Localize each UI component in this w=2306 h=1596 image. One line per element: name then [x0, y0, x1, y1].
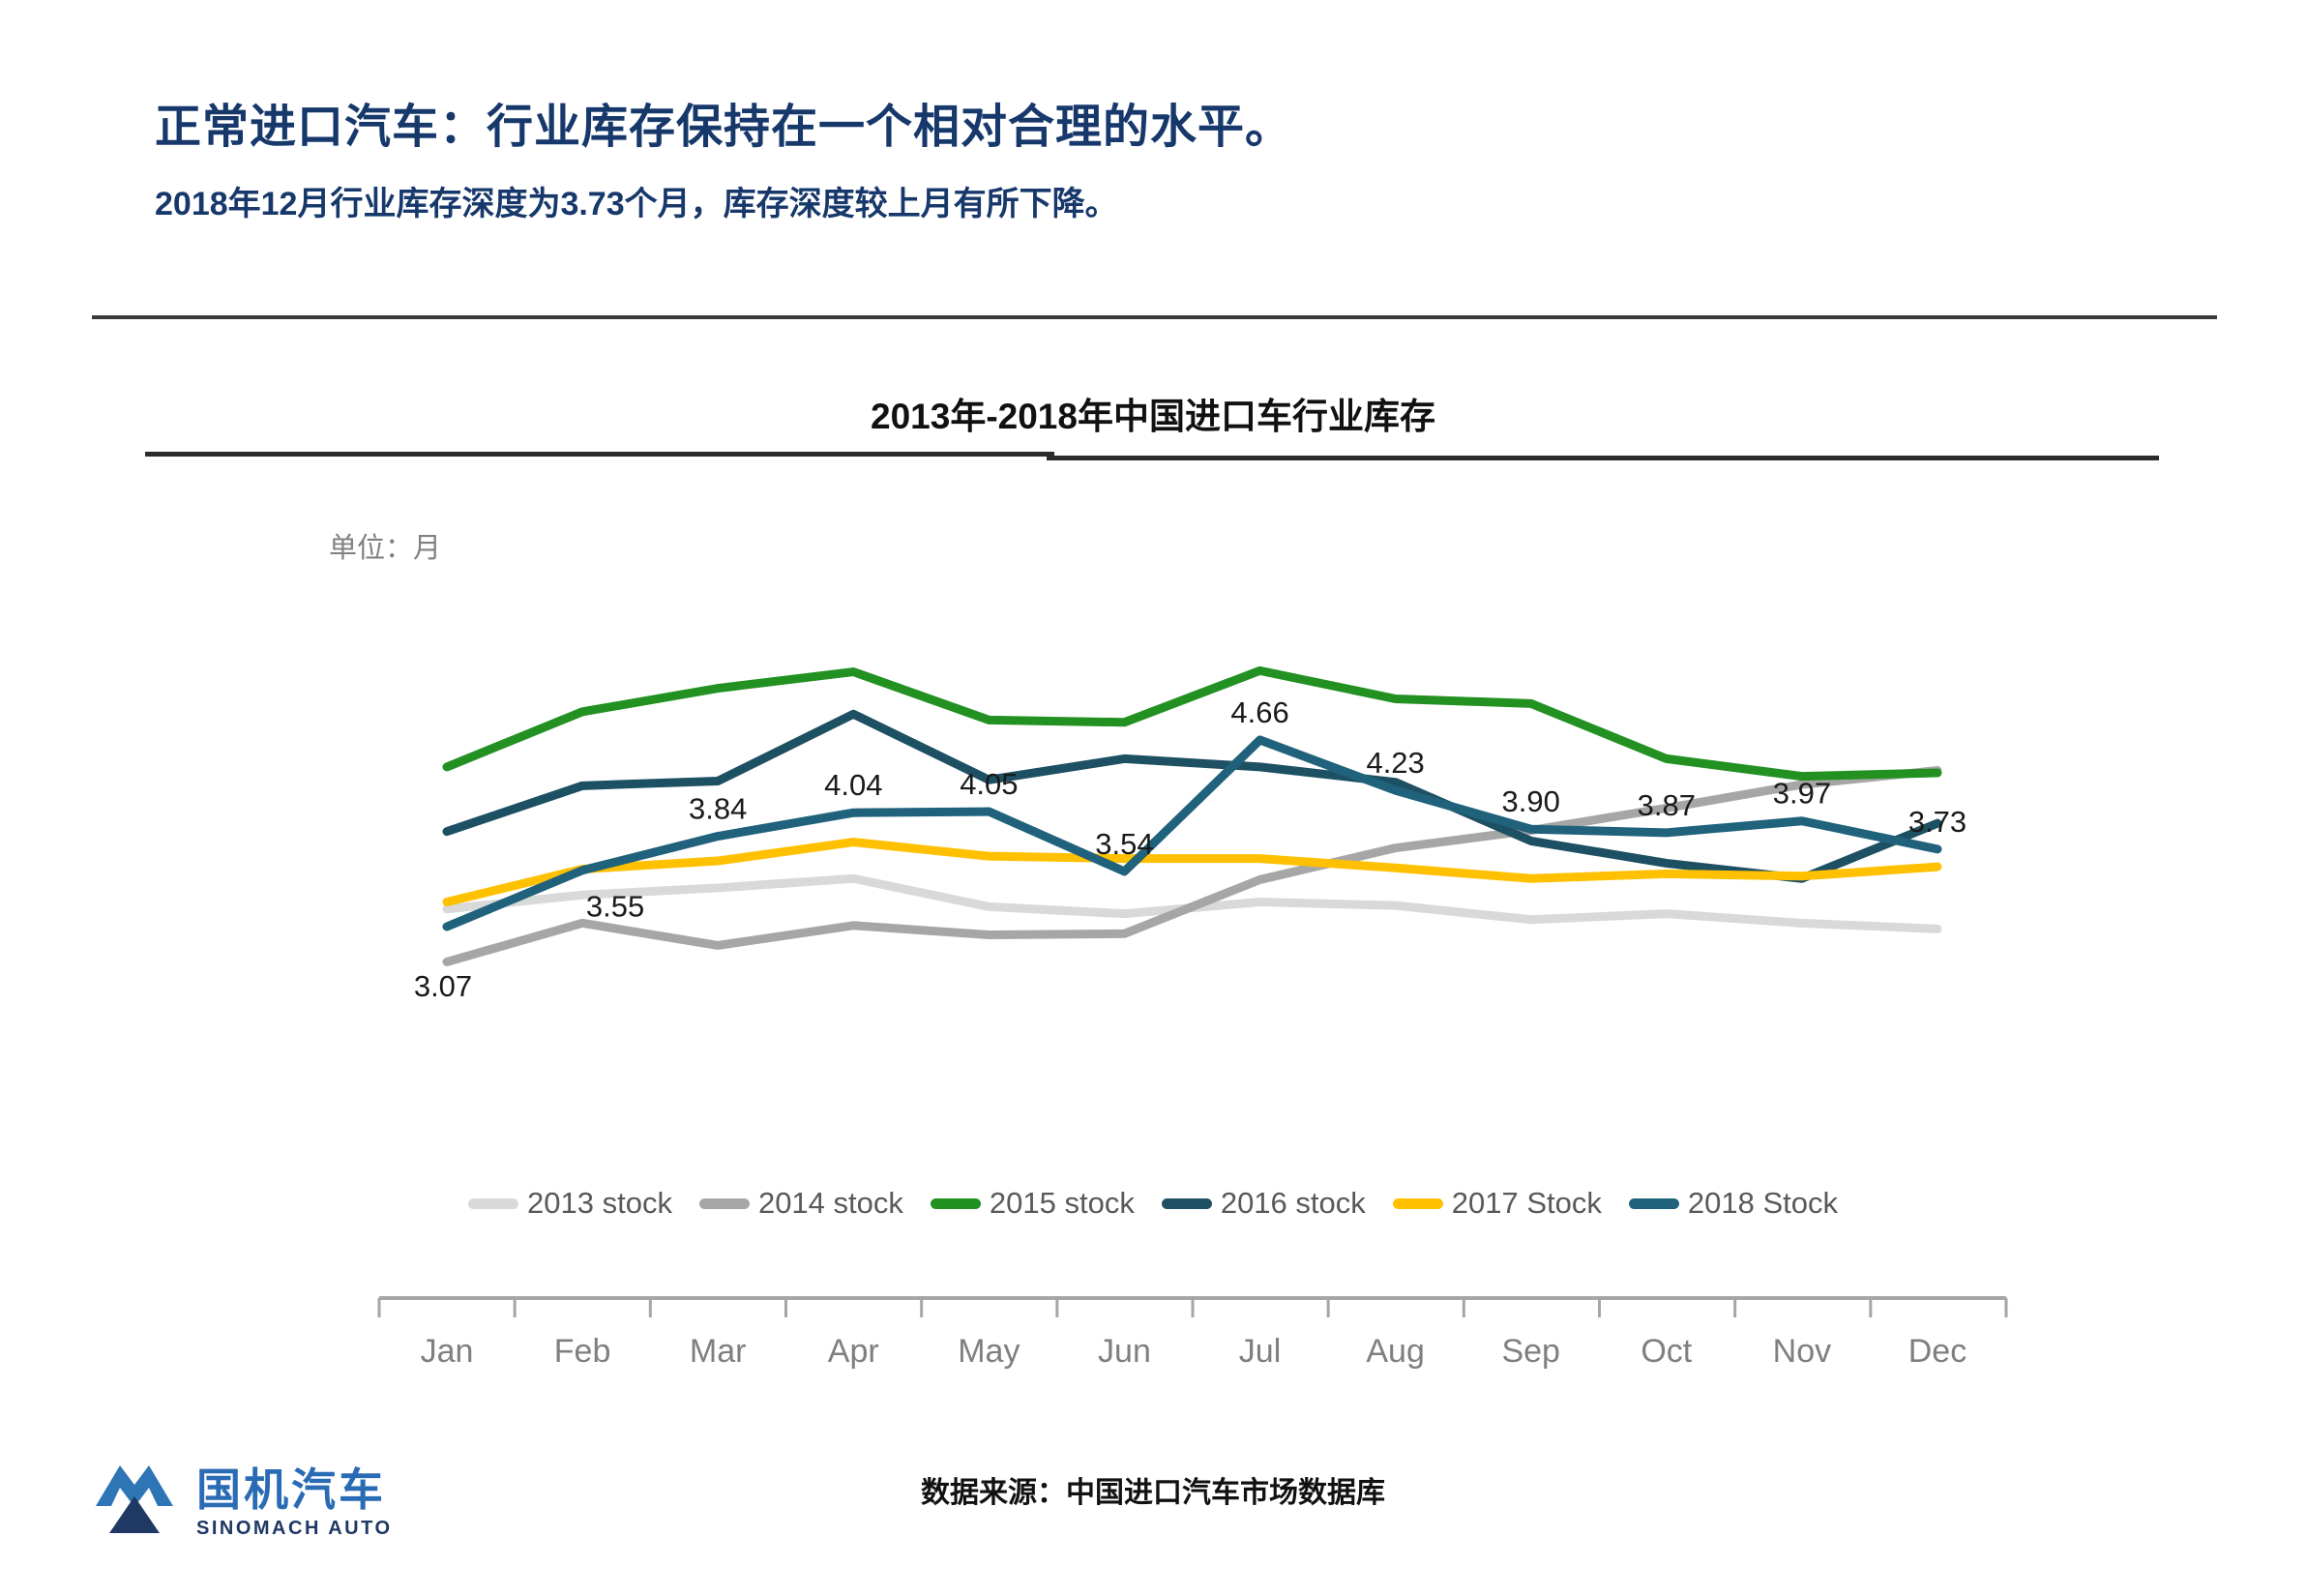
series-line-2018-stock [442, 735, 1942, 931]
data-label-aug: 4.23 [1366, 746, 1424, 780]
legend-label: 2014 stock [757, 1186, 903, 1220]
legend-item-2013-stock: 2013 stock [468, 1186, 672, 1221]
data-label-sep: 3.90 [1502, 784, 1560, 818]
x-axis-label-mar: Mar [690, 1333, 747, 1370]
series-line-2016-stock [442, 709, 1942, 883]
x-axis-label-apr: Apr [828, 1333, 879, 1370]
legend-line-marker-icon [698, 1197, 750, 1209]
logo-text-en: SINOMACH AUTO [196, 1518, 393, 1539]
x-axis-label-feb: Feb [554, 1333, 611, 1370]
x-axis-label-may: May [958, 1333, 1020, 1370]
x-axis-label-jun: Jun [1098, 1333, 1151, 1370]
series-line-2017-stock [442, 838, 1942, 907]
legend-line-marker-icon [468, 1197, 519, 1209]
legend-item-2015-stock: 2015 stock [930, 1186, 1135, 1221]
legend-label: 2015 stock [989, 1186, 1135, 1220]
data-label-nov: 3.97 [1773, 777, 1831, 811]
data-label-jul: 4.66 [1230, 695, 1288, 729]
legend-line-marker-icon [1628, 1197, 1679, 1209]
legend-line-marker-icon [1392, 1197, 1443, 1209]
x-axis-label-jul: Jul [1239, 1333, 1281, 1370]
x-axis-label-aug: Aug [1366, 1333, 1425, 1370]
source-text: 数据来源：中国进口汽车市场数据库 [921, 1477, 1385, 1509]
legend-line-marker-icon [930, 1197, 981, 1209]
data-label-mar: 3.84 [689, 792, 747, 826]
chart-title: 2013年-2018年中国进口车行业库存 [871, 397, 1435, 436]
legend-label: 2017 Stock [1451, 1186, 1602, 1220]
page-subtitle: 2018年12月行业库存深度为3.73个月，库存深度较上月有所下降。 [155, 186, 1118, 222]
chart-legend: 2013 stock 2014 stock 2015 stock 2016 stock… [97, 1186, 2209, 1221]
legend-label: 2016 stock [1220, 1186, 1366, 1220]
legend-item-2014-stock: 2014 stock [698, 1186, 903, 1221]
header-divider [92, 315, 2217, 319]
unit-label: 单位：月 [329, 533, 442, 564]
legend-label: 2018 Stock [1687, 1186, 1838, 1220]
chart-title-underline-left [145, 452, 1054, 457]
data-label-dec: 3.73 [1908, 805, 1966, 839]
x-axis-label-oct: Oct [1641, 1333, 1692, 1370]
legend-item-2016-stock: 2016 stock [1161, 1186, 1366, 1221]
legend-item-2018-stock: 2018 Stock [1628, 1186, 1838, 1221]
data-label-oct: 3.87 [1638, 788, 1696, 822]
logo: 国机汽车 SINOMACH AUTO [90, 1456, 393, 1540]
series-line-2014-stock [442, 766, 1942, 966]
legend-label: 2013 stock [527, 1186, 672, 1220]
data-label-apr: 4.04 [824, 768, 882, 802]
series-line-2015-stock [442, 665, 1942, 782]
logo-text-cn: 国机汽车 [196, 1464, 386, 1515]
x-axis-label-jan: Jan [421, 1333, 474, 1370]
page-title: 正常进口汽车：行业库存保持在一个相对合理的水平。 [155, 102, 1293, 153]
x-axis-label-dec: Dec [1908, 1333, 1966, 1370]
data-label-feb: 3.55 [586, 890, 644, 924]
data-label-jun: 3.54 [1095, 827, 1153, 861]
logo-mountain-icon [96, 1465, 173, 1533]
x-axis-label-sep: Sep [1501, 1333, 1560, 1370]
data-label-may: 4.05 [960, 767, 1018, 801]
x-axis-label-nov: Nov [1773, 1333, 1831, 1370]
legend-item-2017-stock: 2017 Stock [1392, 1186, 1602, 1221]
chart-title-underline-right [1047, 456, 2159, 460]
legend-line-marker-icon [1161, 1197, 1212, 1209]
data-label-jan: 3.07 [414, 969, 472, 1003]
